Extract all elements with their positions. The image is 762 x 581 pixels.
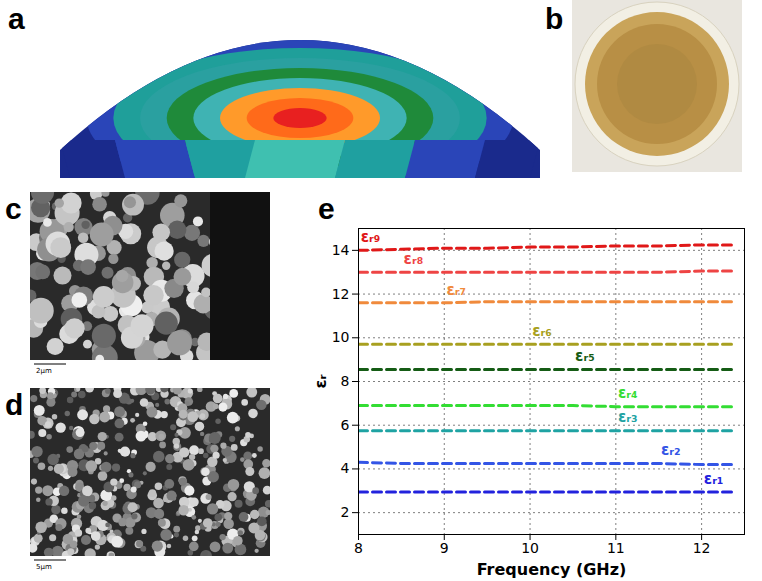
- html-text:c: c: [5, 192, 22, 225]
- svg-text:Frequency (GHz): Frequency (GHz): [477, 560, 627, 579]
- svg-text:10: 10: [521, 540, 539, 556]
- svg-text:2: 2: [341, 504, 350, 520]
- svg-text:2μm: 2μm: [36, 367, 52, 375]
- svg-text:4: 4: [341, 460, 350, 476]
- svg-text:εᵣ₆: εᵣ₆: [532, 322, 552, 340]
- svg-text:εᵣ₂: εᵣ₂: [661, 441, 681, 459]
- svg-text:9: 9: [440, 540, 449, 556]
- svg-text:εᵣ₁: εᵣ₁: [704, 470, 724, 488]
- html-text:a: a: [8, 2, 25, 35]
- svg-text:εᵣ₅: εᵣ₅: [575, 347, 595, 365]
- svg-text:εᵣ: εᵣ: [311, 374, 330, 389]
- html-text:d: d: [5, 388, 24, 421]
- html-text:e: e: [318, 192, 335, 225]
- svg-text:εᵣ₃: εᵣ₃: [618, 408, 638, 426]
- svg-text:6: 6: [341, 417, 350, 433]
- svg-text:10: 10: [332, 329, 350, 345]
- svg-text:14: 14: [332, 242, 350, 258]
- svg-text:11: 11: [607, 540, 625, 556]
- svg-text:8: 8: [341, 373, 350, 389]
- svg-text:εᵣ₄: εᵣ₄: [618, 384, 638, 402]
- svg-text:εᵣ₇: εᵣ₇: [446, 281, 466, 299]
- svg-text:12: 12: [693, 540, 711, 556]
- svg-text:εᵣ₈: εᵣ₈: [404, 250, 424, 268]
- svg-text:5μm: 5μm: [36, 563, 52, 571]
- svg-text:εᵣ₉: εᵣ₉: [361, 228, 381, 246]
- svg-text:12: 12: [332, 286, 350, 302]
- html-text:b: b: [545, 2, 564, 35]
- svg-text:8: 8: [354, 540, 363, 556]
